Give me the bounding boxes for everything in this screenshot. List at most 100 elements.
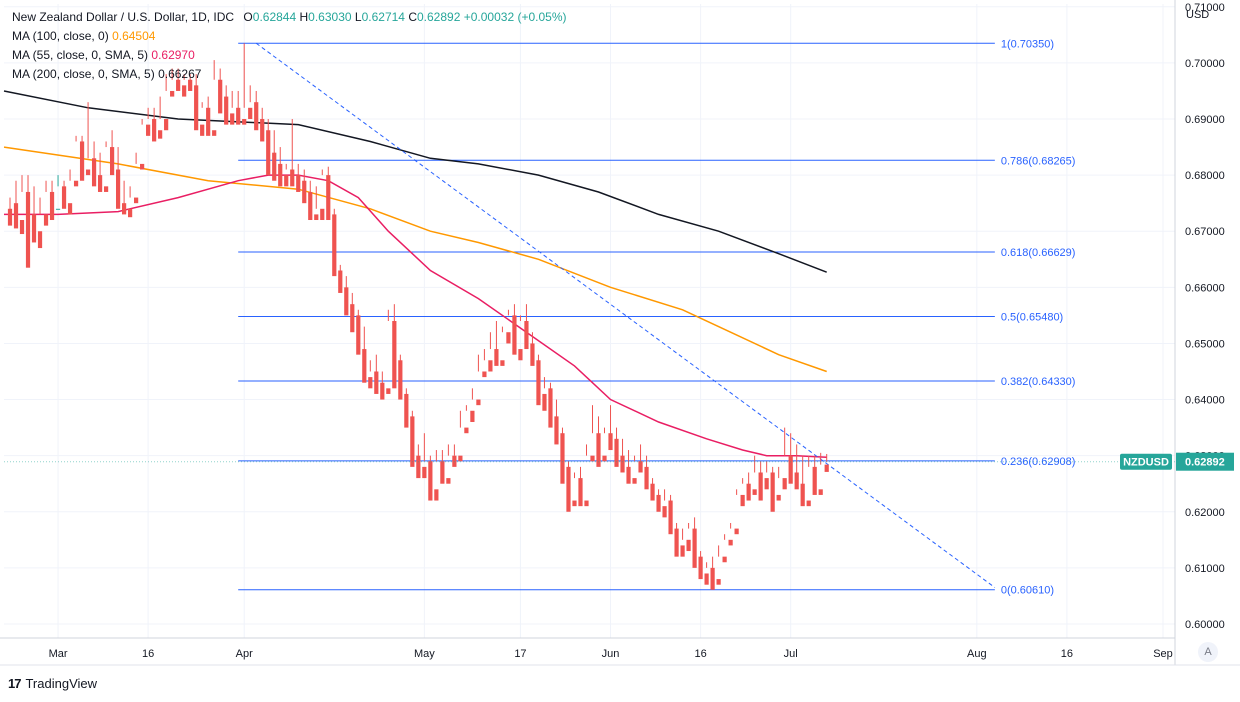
- price-badge-label: 0.62892: [1185, 457, 1225, 469]
- candle-down: [686, 539, 691, 552]
- symbol-title[interactable]: New Zealand Dollar / U.S. Dollar, 1D, ID…: [12, 10, 235, 24]
- candle-down: [326, 175, 331, 221]
- x-tick-label: 16: [1061, 648, 1073, 660]
- candle-down: [404, 393, 409, 428]
- candle-down: [134, 197, 139, 204]
- candle-down: [488, 360, 493, 372]
- fib-level-label: 0.786(0.68265): [1001, 155, 1076, 167]
- legend-ma100-row[interactable]: MA (100, close, 0) 0.64504: [12, 27, 566, 46]
- x-tick-label: 16: [142, 648, 154, 660]
- candle-down: [782, 478, 787, 490]
- candle-down: [272, 152, 277, 181]
- candle-down: [13, 203, 19, 229]
- candle-down: [338, 270, 343, 293]
- brand-name: TradingView: [25, 676, 98, 691]
- candle-down: [416, 455, 421, 479]
- legend-ma55-row[interactable]: MA (55, close, 0, SMA, 5) 0.62970: [12, 46, 566, 65]
- candle-down: [296, 175, 301, 192]
- candle-down: [572, 500, 577, 507]
- candle-down: [386, 388, 391, 394]
- candle-down: [61, 186, 67, 209]
- candle-down: [650, 483, 655, 501]
- candle-down: [734, 528, 739, 535]
- tradingview-mark-icon: 17: [8, 676, 22, 691]
- candle-down: [7, 208, 13, 226]
- candle-down: [674, 528, 679, 557]
- candle-down: [470, 410, 475, 422]
- candle-down: [548, 388, 553, 428]
- high-value: 0.63030: [308, 10, 352, 24]
- candle-down: [644, 466, 649, 490]
- candle-down: [740, 494, 745, 507]
- candle-down: [422, 466, 427, 479]
- candle-down: [632, 478, 637, 484]
- candle-down: [704, 573, 709, 585]
- candle-down: [392, 321, 397, 389]
- candle-down: [302, 180, 307, 204]
- y-tick-label: 0.68000: [1185, 170, 1225, 182]
- candle-down: [626, 466, 631, 484]
- x-tick-label: 16: [694, 648, 706, 660]
- candle-down: [218, 79, 223, 114]
- fib-level-label: 0.618(0.66629): [1001, 247, 1076, 259]
- candle-down: [284, 175, 289, 187]
- candle-down: [170, 90, 175, 97]
- price-badge: NZDUSD 0.62892: [4, 452, 1234, 471]
- fib-level-label: 0.236(0.62908): [1001, 456, 1076, 468]
- candle-down: [752, 489, 757, 495]
- candle-down: [536, 360, 541, 406]
- x-tick-label: Aug: [967, 648, 987, 660]
- x-tick-label: Jun: [602, 648, 620, 660]
- ma200-label: MA (200, close, 0, SMA, 5): [12, 67, 155, 81]
- y-tick-label: 0.70000: [1185, 58, 1225, 70]
- candle-down: [428, 461, 433, 501]
- candle-down: [79, 141, 85, 181]
- candle-down: [524, 321, 529, 350]
- candle-down: [560, 433, 565, 484]
- candle-up: [55, 208, 61, 210]
- candle-down: [710, 567, 715, 590]
- candle-down: [800, 483, 805, 507]
- candle-down: [692, 528, 697, 568]
- ma-line-2: [4, 174, 827, 459]
- candle-down: [266, 130, 271, 176]
- candle-down: [482, 371, 487, 378]
- tradingview-logo[interactable]: 17 TradingView: [8, 676, 97, 691]
- candle-down: [506, 332, 511, 344]
- candle-down: [698, 556, 703, 580]
- x-tick-label: Apr: [236, 648, 253, 660]
- candle-down: [206, 107, 211, 136]
- fib-level-label: 0.382(0.64330): [1001, 376, 1076, 388]
- candle-down: [440, 461, 445, 484]
- candle-down: [794, 472, 799, 490]
- candle-down: [770, 472, 775, 512]
- candle-down: [43, 214, 49, 226]
- candle-down: [596, 433, 601, 467]
- candle-down: [140, 163, 145, 170]
- candle-down: [362, 349, 367, 383]
- y-tick-label: 0.71000: [1185, 2, 1225, 14]
- x-tick-label: May: [414, 648, 435, 660]
- candle-down: [566, 466, 571, 512]
- candle-down: [320, 208, 325, 221]
- auto-scale-button[interactable]: A: [1198, 642, 1218, 662]
- fib-level-label: 1(0.70350): [1001, 38, 1054, 50]
- candle-down: [788, 455, 793, 484]
- candle-down: [476, 399, 481, 406]
- fibonacci-retracement: 1(0.70350) 0.786(0.68265) 0.618(0.66629) 0.…: [238, 38, 1076, 597]
- close-value: 0.62892: [417, 10, 461, 24]
- candle-down: [818, 489, 823, 495]
- candle-down: [638, 461, 643, 473]
- y-tick-label: 0.69000: [1185, 114, 1225, 126]
- candle-down: [824, 464, 829, 472]
- chart-legend: New Zealand Dollar / U.S. Dollar, 1D, ID…: [12, 8, 566, 84]
- candle-down: [91, 158, 97, 187]
- legend-ma200-row[interactable]: MA (200, close, 0, SMA, 5) 0.66267: [12, 65, 566, 84]
- currency-label[interactable]: USD: [1186, 9, 1210, 21]
- y-tick-label: 0.61000: [1185, 563, 1225, 575]
- candle-down: [446, 478, 451, 484]
- candle-down: [164, 119, 169, 131]
- candle-down: [344, 287, 349, 316]
